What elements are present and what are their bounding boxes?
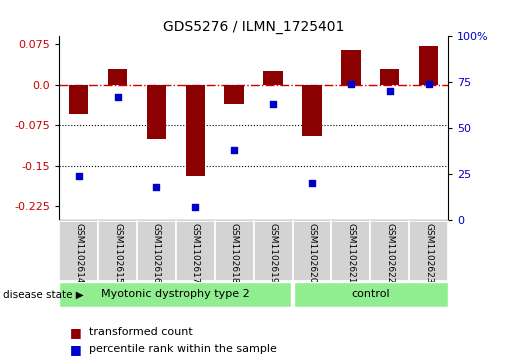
Bar <box>419 46 438 85</box>
Bar <box>215 221 253 281</box>
Point <box>386 88 394 94</box>
Bar <box>380 69 400 85</box>
Text: GSM1102620: GSM1102620 <box>307 223 316 284</box>
Bar <box>370 221 409 281</box>
Text: GSM1102615: GSM1102615 <box>113 223 122 284</box>
Text: ■: ■ <box>70 326 81 339</box>
Bar <box>225 85 244 104</box>
Point <box>308 180 316 186</box>
Bar <box>332 221 370 281</box>
Bar <box>69 85 89 114</box>
Point <box>152 184 161 189</box>
Text: control: control <box>352 289 390 299</box>
Point <box>424 81 433 87</box>
Point <box>269 101 277 107</box>
Bar <box>59 282 291 307</box>
Bar <box>341 50 360 85</box>
Point <box>230 147 238 153</box>
Bar <box>293 221 332 281</box>
Text: Myotonic dystrophy type 2: Myotonic dystrophy type 2 <box>101 289 250 299</box>
Point <box>347 81 355 87</box>
Bar <box>137 221 176 281</box>
Text: transformed count: transformed count <box>89 327 193 337</box>
Text: GSM1102618: GSM1102618 <box>230 223 238 284</box>
Text: GSM1102619: GSM1102619 <box>269 223 278 284</box>
Text: GSM1102622: GSM1102622 <box>385 223 394 284</box>
Bar <box>98 221 137 281</box>
Point <box>113 94 122 100</box>
Bar <box>59 221 98 281</box>
Bar <box>294 282 448 307</box>
Bar <box>185 85 205 176</box>
Point <box>191 204 199 210</box>
Text: GSM1102623: GSM1102623 <box>424 223 433 284</box>
Bar <box>302 85 322 136</box>
Bar <box>409 221 448 281</box>
Text: percentile rank within the sample: percentile rank within the sample <box>89 344 277 354</box>
Bar <box>108 69 127 85</box>
Bar <box>176 221 215 281</box>
Point <box>75 173 83 179</box>
Text: GSM1102614: GSM1102614 <box>74 223 83 284</box>
Text: GSM1102621: GSM1102621 <box>347 223 355 284</box>
Text: disease state ▶: disease state ▶ <box>3 289 83 299</box>
Bar <box>263 72 283 85</box>
Title: GDS5276 / ILMN_1725401: GDS5276 / ILMN_1725401 <box>163 20 345 34</box>
Text: ■: ■ <box>70 343 81 356</box>
Bar <box>147 85 166 139</box>
Text: GSM1102617: GSM1102617 <box>191 223 200 284</box>
Text: GSM1102616: GSM1102616 <box>152 223 161 284</box>
Bar <box>253 221 293 281</box>
